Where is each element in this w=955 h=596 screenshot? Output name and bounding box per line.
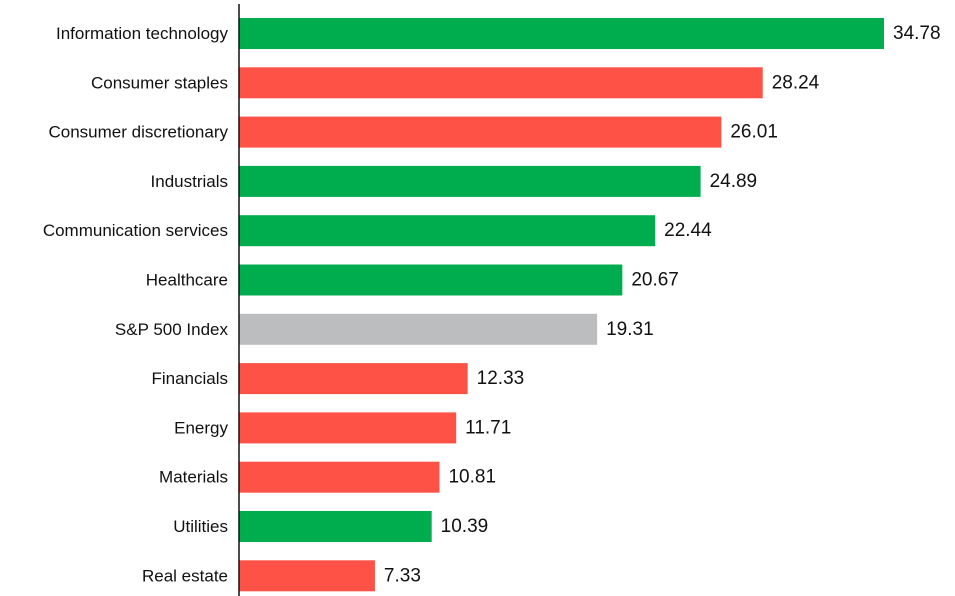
bars (239, 18, 884, 592)
category-label: S&P 500 Index (115, 320, 229, 339)
value-label: 20.67 (631, 270, 679, 291)
value-label: 19.31 (606, 319, 654, 340)
bar (239, 18, 884, 49)
bar (239, 67, 763, 99)
bar (239, 165, 701, 197)
bar (239, 461, 440, 493)
value-label: 7.33 (384, 565, 421, 586)
bar (239, 215, 656, 247)
category-label: Utilities (173, 517, 228, 536)
category-label: Healthcare (146, 271, 228, 290)
value-label: 28.24 (772, 72, 820, 93)
category-label: Communication services (43, 221, 228, 240)
bar (239, 116, 722, 148)
value-label: 26.01 (730, 122, 778, 143)
bar (239, 313, 598, 345)
value-label: 12.33 (477, 368, 525, 389)
category-label: Energy (174, 418, 228, 437)
value-label: 10.39 (441, 516, 489, 537)
value-labels: 34.78 28.24 26.01 24.89 22.44 20.67 19.31 12.33… (384, 23, 941, 586)
category-label: Consumer staples (91, 73, 228, 92)
category-label: Industrials (151, 172, 228, 191)
category-label: Real estate (142, 566, 228, 585)
category-label: Financials (151, 369, 228, 388)
bar (239, 412, 457, 444)
bar (239, 264, 623, 296)
category-labels: Information technology Consumer staples Co… (43, 24, 229, 585)
category-label: Information technology (56, 24, 228, 43)
bar (239, 511, 432, 542)
value-label: 24.89 (710, 171, 758, 192)
category-label: Materials (159, 468, 228, 487)
value-label: 34.78 (893, 23, 941, 44)
value-label: 22.44 (664, 220, 712, 241)
bar (239, 363, 468, 395)
value-label: 10.81 (448, 467, 496, 488)
bar (239, 560, 375, 592)
value-label: 11.71 (465, 417, 511, 438)
category-label: Consumer discretionary (48, 123, 228, 142)
